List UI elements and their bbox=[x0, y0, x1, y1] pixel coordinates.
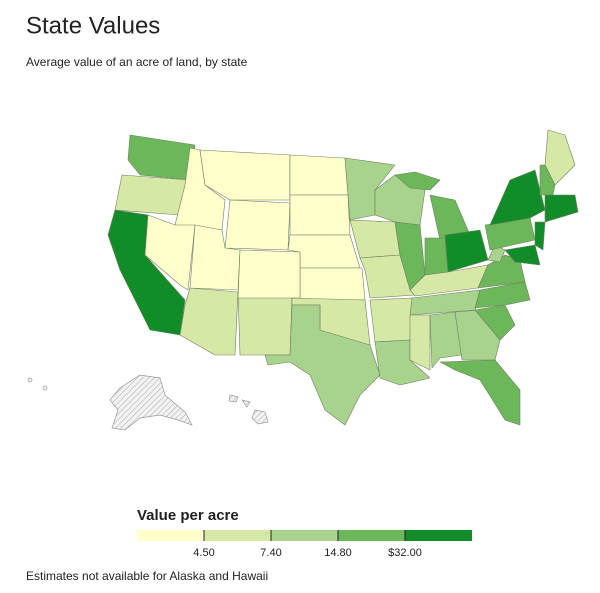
state bbox=[359, 254, 416, 299]
state bbox=[489, 169, 546, 226]
state bbox=[299, 267, 366, 301]
state bbox=[349, 219, 401, 259]
state bbox=[439, 359, 521, 426]
legend-label: $32.00 bbox=[388, 547, 422, 559]
state bbox=[444, 229, 489, 273]
state bbox=[264, 304, 381, 426]
state bbox=[409, 314, 431, 371]
state bbox=[534, 221, 546, 251]
alaska-hawaii bbox=[27, 374, 269, 431]
state bbox=[394, 171, 441, 191]
state bbox=[474, 304, 516, 341]
state bbox=[539, 164, 556, 196]
state bbox=[429, 311, 463, 369]
legend-title: Value per acre bbox=[137, 507, 239, 524]
state bbox=[237, 249, 301, 299]
subtitle: Average value of an acre of land, by sta… bbox=[26, 55, 248, 69]
state bbox=[504, 244, 541, 266]
legend: 4.50 7.40 14.80 $32.00 bbox=[137, 530, 472, 559]
note: Estimates not available for Alaska and H… bbox=[26, 569, 268, 583]
state bbox=[474, 281, 531, 309]
legend-swatch bbox=[204, 530, 271, 541]
legend-label: 7.40 bbox=[260, 547, 281, 559]
legend-swatch bbox=[271, 530, 338, 541]
state bbox=[289, 194, 351, 236]
state bbox=[179, 287, 239, 356]
state bbox=[224, 199, 291, 251]
title: State Values bbox=[26, 12, 160, 39]
legend-swatch bbox=[405, 530, 472, 541]
state bbox=[144, 214, 196, 291]
state bbox=[237, 291, 293, 356]
states bbox=[107, 129, 579, 426]
state bbox=[199, 149, 291, 201]
state bbox=[544, 129, 576, 186]
state bbox=[369, 297, 413, 343]
state bbox=[127, 134, 196, 181]
state bbox=[289, 154, 349, 196]
legend-label: 14.80 bbox=[324, 547, 352, 559]
state bbox=[544, 194, 579, 223]
legend-swatch bbox=[137, 530, 204, 541]
state bbox=[424, 237, 449, 276]
legend-label: 4.50 bbox=[193, 547, 214, 559]
legend-swatch bbox=[338, 530, 405, 541]
